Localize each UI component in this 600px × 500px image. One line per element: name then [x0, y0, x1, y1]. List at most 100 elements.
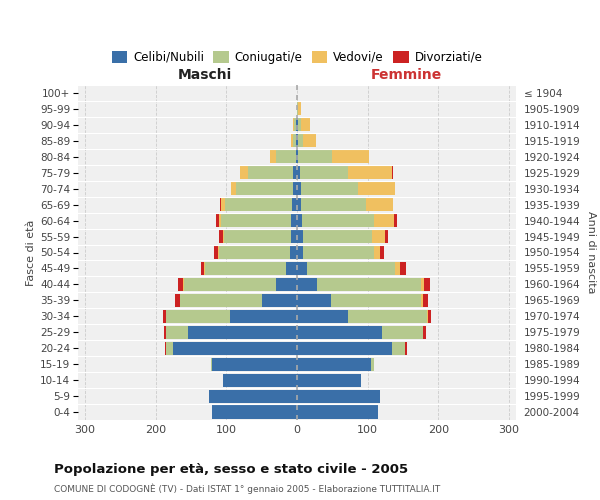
Bar: [400, 262, 406, 275]
Bar: [230, 310, 297, 323]
Bar: [298, 118, 301, 132]
Bar: [395, 262, 400, 275]
Bar: [293, 166, 297, 179]
Bar: [187, 326, 297, 339]
Bar: [293, 118, 294, 132]
Bar: [405, 342, 407, 355]
Bar: [224, 230, 292, 243]
Bar: [178, 278, 183, 291]
Bar: [219, 230, 223, 243]
Bar: [276, 278, 297, 291]
Bar: [184, 278, 276, 291]
Bar: [297, 406, 378, 418]
Bar: [248, 166, 293, 179]
Bar: [292, 198, 297, 211]
Bar: [230, 182, 236, 195]
Bar: [392, 342, 405, 355]
Bar: [297, 230, 302, 243]
Bar: [394, 214, 397, 227]
Bar: [218, 246, 219, 259]
Bar: [225, 198, 292, 211]
Bar: [297, 166, 300, 179]
Bar: [302, 214, 374, 227]
Bar: [212, 358, 297, 370]
Bar: [297, 214, 302, 227]
Bar: [293, 134, 296, 147]
Bar: [166, 342, 173, 355]
Bar: [424, 278, 430, 291]
Bar: [293, 182, 297, 195]
Bar: [297, 246, 304, 259]
Bar: [218, 214, 221, 227]
Bar: [214, 246, 218, 259]
Bar: [297, 198, 301, 211]
Bar: [301, 198, 366, 211]
Bar: [382, 326, 423, 339]
Bar: [428, 310, 431, 323]
Bar: [423, 294, 428, 307]
Bar: [371, 358, 374, 370]
Bar: [348, 310, 427, 323]
Bar: [297, 182, 301, 195]
Text: Popolazione per età, sesso e stato civile - 2005: Popolazione per età, sesso e stato civil…: [54, 462, 408, 475]
Bar: [166, 310, 230, 323]
Bar: [223, 374, 297, 386]
Bar: [220, 198, 221, 211]
Bar: [302, 230, 372, 243]
Bar: [300, 166, 348, 179]
Bar: [298, 134, 304, 147]
Bar: [304, 134, 316, 147]
Bar: [292, 134, 293, 147]
Bar: [297, 262, 307, 275]
Bar: [297, 326, 382, 339]
Legend: Celibi/Nubili, Coniugati/e, Vedovi/e, Divorziati/e: Celibi/Nubili, Coniugati/e, Vedovi/e, Di…: [108, 48, 486, 68]
Bar: [292, 230, 297, 243]
Bar: [301, 118, 310, 132]
Bar: [423, 326, 425, 339]
Bar: [297, 150, 298, 164]
Bar: [301, 182, 358, 195]
Bar: [221, 214, 292, 227]
Bar: [297, 134, 298, 147]
Bar: [297, 294, 331, 307]
Bar: [358, 182, 395, 195]
Bar: [297, 278, 317, 291]
Bar: [366, 198, 393, 211]
Text: COMUNE DI CODOGNÈ (TV) - Dati ISTAT 1° gennaio 2005 - Elaborazione TUTTITALIA.IT: COMUNE DI CODOGNÈ (TV) - Dati ISTAT 1° g…: [54, 484, 440, 494]
Bar: [332, 150, 369, 164]
Bar: [297, 118, 298, 132]
Bar: [219, 246, 290, 259]
Bar: [166, 326, 187, 339]
Bar: [297, 358, 371, 370]
Bar: [297, 374, 361, 386]
Bar: [421, 278, 424, 291]
Bar: [297, 390, 380, 402]
Bar: [221, 198, 225, 211]
Bar: [175, 294, 181, 307]
Bar: [348, 166, 392, 179]
Bar: [331, 294, 421, 307]
Bar: [385, 230, 388, 243]
Text: Maschi: Maschi: [178, 68, 232, 82]
Bar: [297, 310, 348, 323]
Bar: [276, 150, 296, 164]
Bar: [296, 134, 297, 147]
Bar: [297, 342, 392, 355]
Bar: [286, 262, 297, 275]
Bar: [374, 246, 380, 259]
Bar: [374, 214, 394, 227]
Bar: [307, 262, 395, 275]
Bar: [372, 230, 385, 243]
Bar: [217, 214, 218, 227]
Y-axis label: Fasce di età: Fasce di età: [26, 220, 36, 286]
Bar: [262, 294, 297, 307]
Bar: [163, 310, 166, 323]
Bar: [298, 102, 301, 116]
Bar: [201, 262, 205, 275]
Bar: [317, 278, 421, 291]
Bar: [205, 262, 286, 275]
Text: Femmine: Femmine: [371, 68, 442, 82]
Bar: [181, 294, 262, 307]
Bar: [290, 246, 297, 259]
Y-axis label: Anni di nascita: Anni di nascita: [586, 211, 596, 294]
